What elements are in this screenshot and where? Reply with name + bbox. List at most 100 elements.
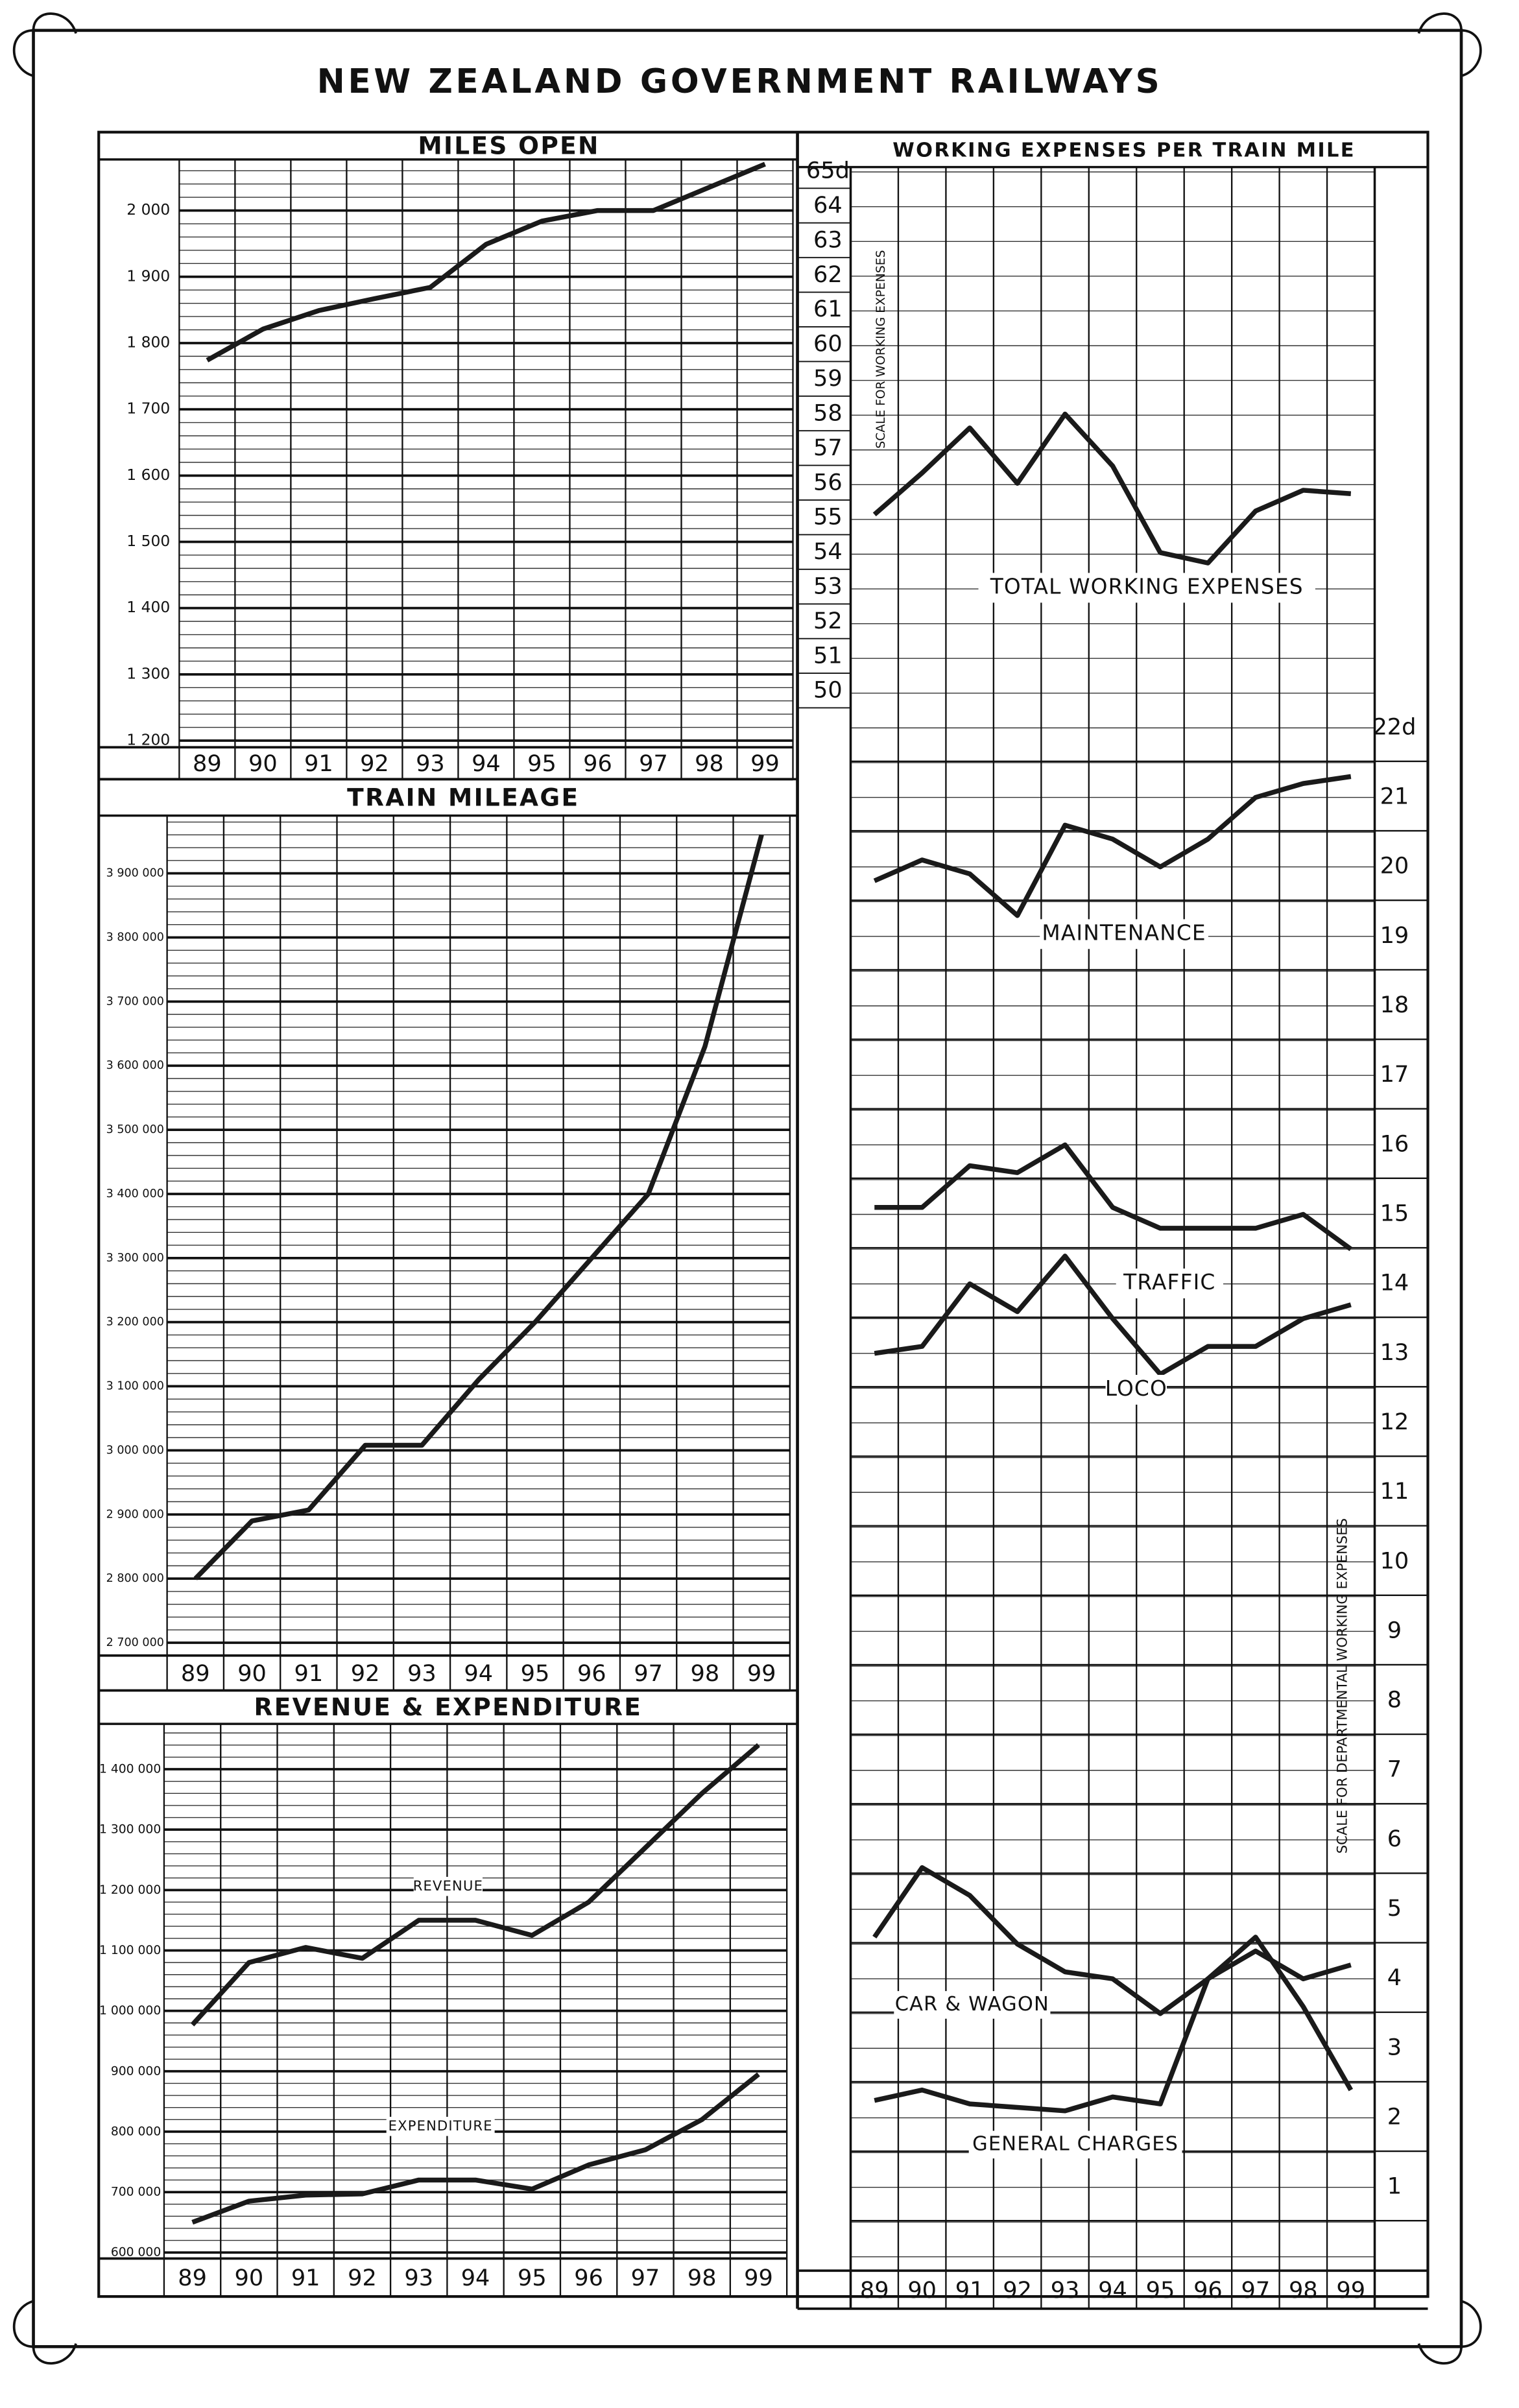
y-tick-label: 3 000 000: [106, 1444, 164, 1457]
series-line: [873, 774, 1352, 918]
y2-tick-label: 21: [1380, 783, 1409, 810]
y-tick-label: 700 000: [111, 2186, 161, 2199]
x-tick-label: 93: [404, 2265, 433, 2291]
y-tick-label: 58: [813, 399, 843, 426]
x-tick-label: 89: [178, 2265, 207, 2291]
y-tick-label: 52: [813, 608, 843, 634]
x-tick-label: 89: [181, 1660, 210, 1687]
series-line: [193, 834, 764, 1580]
x-tick-label: 99: [1336, 2277, 1365, 2304]
x-tick-label: 89: [193, 750, 222, 777]
label-backing: [413, 1877, 483, 1896]
x-tick-label: 96: [574, 2265, 603, 2291]
ornament: [1417, 12, 1482, 77]
y-tick-label: 1 200: [126, 731, 170, 749]
series-line: [872, 411, 1352, 566]
y-tick-label: 2 000: [126, 200, 170, 219]
series-label: TRAFFIC: [1123, 1270, 1215, 1294]
y-tick-label: 3 200 000: [106, 1316, 164, 1329]
y2-tick-label: 11: [1380, 1478, 1409, 1505]
y-tick-label: 3 800 000: [106, 931, 164, 944]
x-tick-label: 91: [294, 1660, 324, 1687]
x-tick-label: 95: [518, 2265, 547, 2291]
y-tick-label: 1 400: [126, 598, 170, 616]
y2-tick-label: 4: [1387, 1964, 1402, 1991]
corner-ornaments: [12, 12, 1482, 2365]
y2-tick-label: 3: [1387, 2034, 1402, 2060]
series-label: EXPENDITURE: [389, 2117, 493, 2134]
y2-tick-label: 12: [1380, 1409, 1409, 1435]
y2-tick-label: 9: [1387, 1617, 1402, 1643]
y-tick-label: 50: [813, 677, 843, 704]
y-tick-label: 1 500: [126, 532, 170, 550]
x-tick-label: 89: [860, 2277, 889, 2304]
y-tick-label: 900 000: [111, 2064, 161, 2078]
x-tick-label: 92: [1003, 2277, 1032, 2304]
x-tick-label: 98: [688, 2265, 717, 2291]
chart-title: WORKING EXPENSES PER TRAIN MILE: [892, 139, 1356, 162]
y2-tick-label: 19: [1380, 922, 1409, 949]
series-label: GENERAL CHARGES: [972, 2132, 1178, 2155]
page-title: NEW ZEALAND GOVERNMENT RAILWAYS: [317, 62, 1163, 101]
y-tick-label: 800 000: [111, 2125, 161, 2138]
y-axis-label: SCALE FOR WORKING EXPENSES: [874, 250, 888, 449]
y2-tick-label: 20: [1380, 853, 1409, 879]
y-tick-label: 59: [813, 365, 843, 392]
x-tick-label: 90: [235, 2265, 264, 2291]
y-tick-label: 2 900 000: [106, 1508, 164, 1521]
y-tick-label: 1 300: [126, 664, 170, 682]
y2-tick-label: 13: [1380, 1339, 1409, 1366]
y-tick-label: 1 600: [126, 466, 170, 484]
series-line: [206, 161, 766, 363]
y-tick-label: 3 400 000: [106, 1187, 164, 1200]
series-line: [874, 1142, 1352, 1252]
y-tick-label: 2 800 000: [106, 1572, 164, 1585]
x-tick-label: 91: [955, 2277, 985, 2304]
y2-tick-label: 16: [1380, 1130, 1409, 1157]
series-label: TOTAL WORKING EXPENSES: [990, 574, 1304, 599]
outer-border: [32, 29, 1463, 2348]
y-tick-label: 3 600 000: [106, 1059, 164, 1072]
y2-tick-label: 1: [1387, 2173, 1402, 2200]
series-label: REVENUE: [413, 1878, 483, 1894]
y-tick-label: 63: [813, 226, 843, 253]
x-tick-label: 94: [461, 2265, 490, 2291]
x-tick-label: 96: [583, 750, 612, 777]
y-tick-label: 3 100 000: [106, 1380, 164, 1393]
y2-tick-label: 14: [1380, 1270, 1409, 1296]
chart-title: TRAIN MILEAGE: [347, 783, 579, 811]
y-tick-label: 51: [813, 642, 843, 669]
x-tick-label: 96: [577, 1660, 606, 1687]
x-tick-label: 97: [634, 1660, 663, 1687]
y-tick-label: 3 300 000: [106, 1252, 164, 1265]
label-backing: [386, 2117, 495, 2136]
y-tick-label: 3 500 000: [106, 1123, 164, 1136]
ornament: [12, 2300, 77, 2365]
y-tick-label: 3 700 000: [106, 995, 164, 1008]
x-tick-label: 94: [464, 1660, 493, 1687]
x-tick-label: 92: [360, 750, 389, 777]
y-tick-label: 55: [813, 504, 843, 530]
y-tick-label: 62: [813, 261, 843, 288]
label-backing: [978, 573, 1315, 603]
x-tick-label: 94: [1098, 2277, 1127, 2304]
y-tick-label: 1 100 000: [99, 1944, 161, 1957]
x-tick-label: 99: [744, 2265, 773, 2291]
label-backing: [894, 1991, 1051, 2019]
series-label: LOCO: [1105, 1376, 1167, 1401]
y2-tick-label: 5: [1387, 1895, 1402, 1922]
x-tick-label: 91: [304, 750, 333, 777]
x-tick-label: 95: [1146, 2277, 1175, 2304]
y2-axis-label: SCALE FOR DEPARTMENTAL WORKING EXPENSES: [1334, 1518, 1350, 1854]
x-tick-label: 96: [1193, 2277, 1223, 2304]
chart-title: REVENUE & EXPENDITURE: [254, 1693, 643, 1721]
label-backing: [968, 2130, 1182, 2159]
series-line: [874, 1254, 1352, 1377]
y2-tick-label: 18: [1380, 992, 1409, 1018]
series-line: [190, 1743, 760, 2027]
y2-tick-label: 17: [1380, 1061, 1409, 1088]
y-tick-label: 1 800: [126, 333, 170, 351]
x-tick-label: 98: [1289, 2277, 1318, 2304]
y-tick-label: 1 000 000: [99, 2004, 161, 2018]
